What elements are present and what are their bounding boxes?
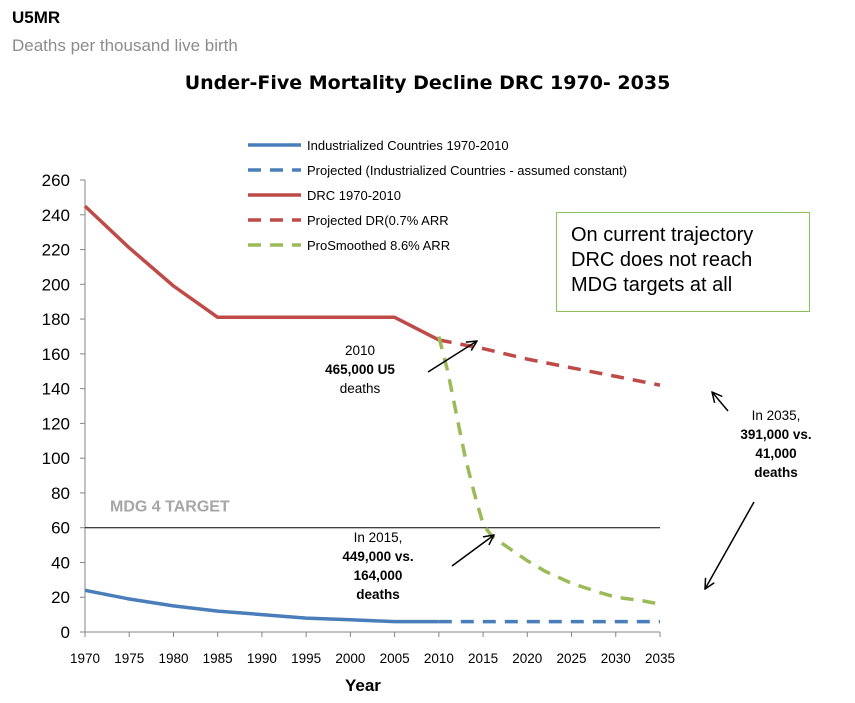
- legend-label-0: Industrialized Countries 1970-2010: [307, 138, 509, 153]
- x-tick-label: 2015: [468, 651, 498, 666]
- x-tick-label: 1990: [247, 651, 277, 666]
- x-axis-label: Year: [345, 676, 381, 695]
- annotation-2015-line-1: In 2015,: [353, 530, 403, 545]
- callout-line-2: DRC does not reach: [571, 249, 753, 271]
- x-tick-label: 2035: [645, 651, 675, 666]
- y-unit-label: U5MR: [12, 8, 61, 27]
- y-tick-label: 140: [42, 380, 70, 399]
- y-tick-label: 120: [42, 414, 70, 433]
- series-line-2: [83, 204, 440, 342]
- mdg-target-label: MDG 4 TARGET: [110, 499, 230, 516]
- arrow-2035-lower: [705, 501, 755, 589]
- annotation-2035: In 2035, 391,000 vs. 41,000 deaths: [716, 406, 836, 482]
- annotation-2015: In 2015, 449,000 vs. 164,000 deaths: [318, 528, 438, 604]
- annotation-2035-line-1: In 2035,: [751, 408, 801, 423]
- legend-label-1: Projected (Industrialized Countries - as…: [307, 163, 627, 178]
- series-line-4: [437, 336, 661, 606]
- y-tick-label: 160: [42, 345, 70, 364]
- chart-title: Under-Five Mortality Decline DRC 1970- 2…: [184, 72, 671, 94]
- x-tick-label: 2000: [335, 651, 365, 666]
- x-tick-label: 2005: [380, 651, 410, 666]
- x-tick-label: 2030: [601, 651, 631, 666]
- x-tick-label: 2010: [424, 651, 454, 666]
- annotation-2010-line-3: deaths: [339, 381, 381, 396]
- x-tick-label: 2020: [512, 651, 542, 666]
- x-tick-label: 2025: [557, 651, 587, 666]
- legend-label-2: DRC 1970-2010: [307, 188, 401, 203]
- x-tick-label: 1995: [291, 651, 321, 666]
- y-tick-label: 0: [61, 623, 70, 642]
- y-tick-label: 180: [42, 310, 70, 329]
- y-tick-label: 60: [51, 519, 70, 538]
- arrow-2015: [451, 535, 494, 567]
- legend-label-4: ProSmoothed 8.6% ARR: [307, 238, 450, 253]
- annotation-2010-line-2: 465,000 U5: [300, 360, 420, 379]
- x-tick-label: 1980: [158, 651, 188, 666]
- y-tick-label: 200: [42, 275, 70, 294]
- arrow-2010: [427, 341, 477, 373]
- legend-label-3: Projected DR(0.7% ARR: [307, 213, 449, 228]
- y-tick-label: 220: [42, 241, 70, 260]
- y-tick-label: 40: [51, 553, 70, 572]
- y-tick-label: 100: [42, 449, 70, 468]
- annotation-2015-line-3: 164,000: [353, 568, 403, 583]
- x-tick-label: 1970: [70, 651, 100, 666]
- series-line-3: [438, 338, 661, 387]
- annotation-2035-line-4: deaths: [754, 465, 798, 480]
- x-tick-label: 1985: [203, 651, 233, 666]
- series-line-0: [84, 588, 439, 624]
- y-tick-label: 260: [42, 171, 70, 190]
- callout-line-3: MDG targets at all: [571, 274, 733, 296]
- annotation-2035-line-2: 391,000 vs.: [740, 427, 812, 442]
- y-unit-sublabel: Deaths per thousand live birth: [12, 36, 238, 55]
- y-tick-label: 240: [42, 206, 70, 225]
- annotation-2010-line-1: 2010: [344, 343, 376, 358]
- y-tick-label: 80: [51, 484, 70, 503]
- trajectory-callout: On current trajectory DRC does not reach…: [556, 212, 810, 312]
- annotation-2010-bold: 465,000 U5: [325, 362, 395, 377]
- arrow-2035-upper: [712, 392, 729, 412]
- y-tick-label: 20: [51, 588, 70, 607]
- annotation-2035-line-3: 41,000: [755, 446, 797, 461]
- annotation-2010: 2010 465,000 U5 deaths: [300, 341, 420, 398]
- annotation-2015-line-2: 449,000 vs.: [342, 549, 414, 564]
- annotation-2015-line-4: deaths: [356, 587, 400, 602]
- x-tick-label: 1975: [114, 651, 144, 666]
- callout-line-1: On current trajectory: [571, 224, 754, 246]
